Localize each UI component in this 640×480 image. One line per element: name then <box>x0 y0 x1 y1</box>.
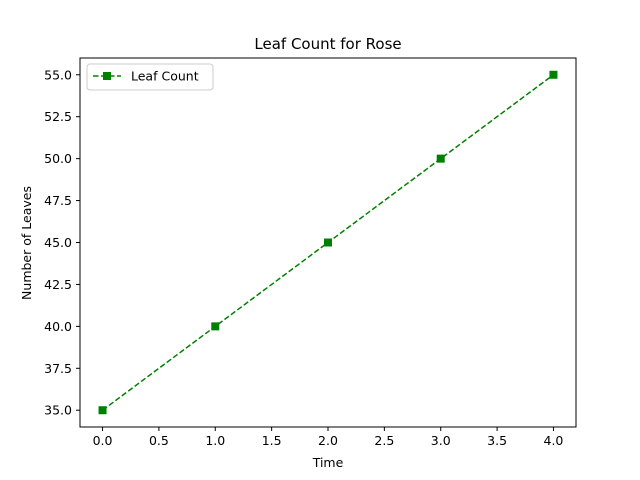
x-axis-label: Time <box>312 455 344 470</box>
x-tick-label: 3.0 <box>431 433 451 448</box>
legend-square-marker <box>103 72 111 80</box>
data-point-marker <box>211 322 220 331</box>
x-tick-label: 4.0 <box>544 433 564 448</box>
y-tick-label: 40.0 <box>44 319 72 334</box>
y-tick-label: 35.0 <box>44 403 72 418</box>
x-tick-label: 0.0 <box>93 433 113 448</box>
y-tick-label: 47.5 <box>44 193 72 208</box>
y-tick-label: 55.0 <box>44 67 72 82</box>
x-tick-label: 1.0 <box>205 433 225 448</box>
plot-area: 0.0 0.5 1.0 1.5 2.0 2.5 3.0 3.5 4.0 35.0 37.5 40.0 4… <box>44 57 577 448</box>
y-tick-label: 42.5 <box>44 277 72 292</box>
data-point-marker <box>324 238 332 247</box>
x-tick-label: 2.0 <box>318 433 338 448</box>
x-tick-label: 2.5 <box>374 433 394 448</box>
data-point-marker <box>98 406 107 415</box>
x-tick-label: 0.5 <box>149 433 169 448</box>
legend: Leaf Count <box>86 63 214 91</box>
legend-entry-label: Leaf Count <box>131 69 199 84</box>
data-point-marker <box>549 70 558 79</box>
y-tick-label: 50.0 <box>44 151 72 166</box>
chart-title: Leaf Count for Rose <box>254 35 401 53</box>
y-tick-label: 45.0 <box>44 235 72 250</box>
y-axis-label: Number of Leaves <box>19 186 34 300</box>
x-tick-label: 3.5 <box>487 433 507 448</box>
data-point-marker <box>436 154 445 163</box>
y-tick-label: 52.5 <box>44 109 72 124</box>
legend-frame <box>86 63 214 91</box>
y-tick-label: 37.5 <box>44 361 72 376</box>
x-tick-label: 1.5 <box>262 433 282 448</box>
